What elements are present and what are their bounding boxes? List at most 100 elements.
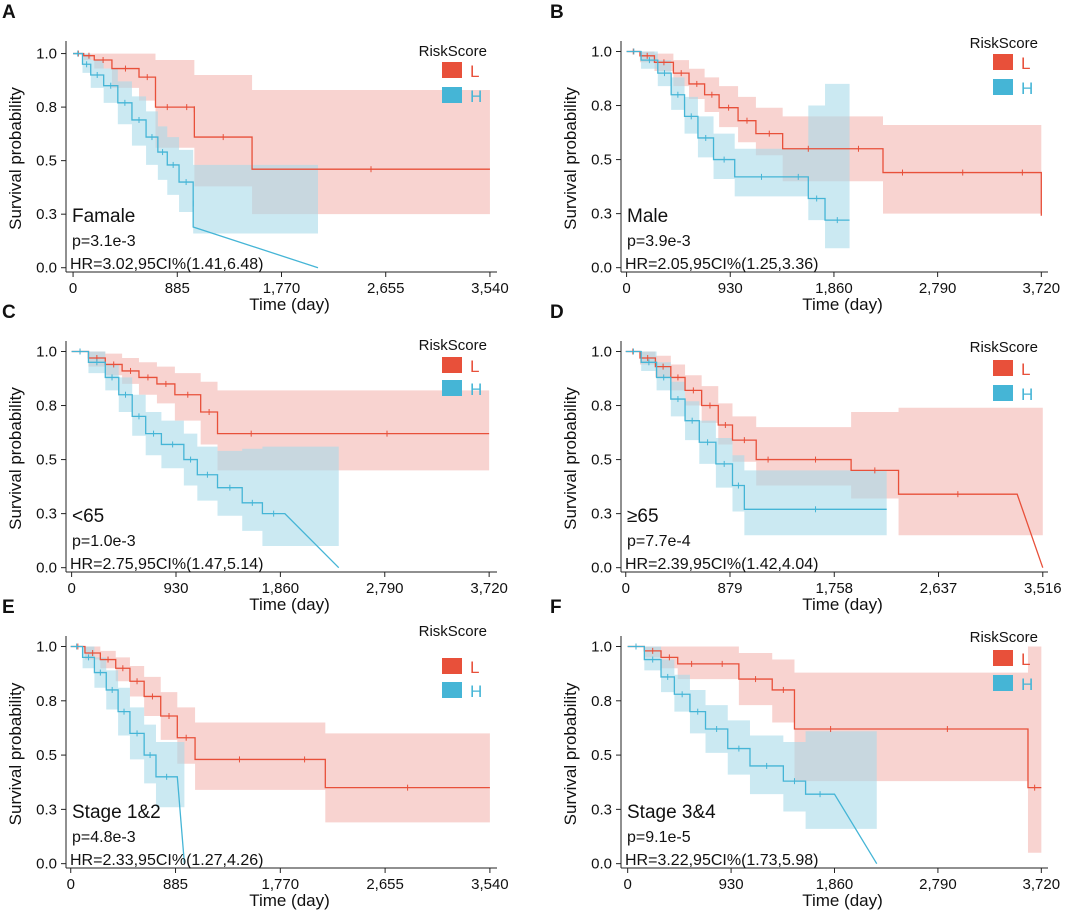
- subgroup-label: Stage 1&2: [72, 802, 161, 823]
- panel-D: 0 879 1,758 2,637 3,516 0.0 0.3 0.5 0.8 1.0 Time (…: [550, 302, 1062, 614]
- legend-label-L: L: [1021, 650, 1030, 669]
- y-axis-label: Survival probability: [6, 387, 25, 530]
- x-tick-label: 1,758: [815, 580, 853, 597]
- y-axis-label: Survival probability: [561, 387, 580, 530]
- subgroup-label: Famale: [72, 206, 135, 227]
- ci-band-L: [73, 53, 490, 215]
- x-tick-label: 0: [624, 876, 632, 893]
- y-axis-label: Survival probability: [6, 87, 25, 230]
- panel-letter: F: [550, 597, 562, 618]
- x-tick-label: 3,540: [471, 280, 509, 297]
- y-tick-label: 0.0: [591, 560, 612, 577]
- legend-swatch-L: [442, 658, 462, 674]
- y-tick-label: 0.8: [36, 99, 57, 116]
- legend-title: RiskScore: [419, 623, 487, 640]
- legend: RiskScore LH: [970, 339, 1038, 404]
- x-tick-label: 879: [717, 580, 742, 597]
- legend-label-L: L: [470, 62, 479, 81]
- survival-curve-L: [625, 350, 1044, 568]
- x-axis-label: Time (day): [249, 595, 330, 614]
- y-tick-label: 1.0: [36, 46, 57, 63]
- panel-B: 0 930 1,860 2,790 3,720 0.0 0.3 0.5 0.8 1.0 Time (…: [550, 2, 1060, 314]
- y-tick-label: 0.3: [36, 801, 57, 818]
- x-axis-label: Time (day): [249, 295, 330, 314]
- x-tick-label: 2,790: [366, 580, 404, 597]
- y-tick-label: 0.8: [36, 693, 57, 710]
- panel-A: 0 885 1,770 2,655 3,540 0.0 0.3 0.5 0.8 1.0 Time (…: [2, 2, 509, 314]
- hazard-ratio: HR=3.22,95CI%(1.73,5.98): [625, 852, 818, 869]
- y-tick-label: 0.5: [36, 153, 57, 170]
- ci-band-H: [626, 51, 850, 249]
- y-tick-label: 0.5: [591, 152, 612, 169]
- y-tick-label: 1.0: [36, 343, 57, 360]
- hazard-ratio: HR=2.39,95CI%(1.42,4.04): [625, 556, 818, 573]
- y-tick-label: 0.0: [36, 856, 57, 873]
- x-tick-label: 0: [622, 580, 630, 597]
- p-value: p=1.0e-3: [72, 533, 136, 550]
- panel-F: 0 930 1,860 2,790 3,720 0.0 0.3 0.5 0.8 1.0 Time (…: [550, 597, 1060, 910]
- x-tick-label: 1,770: [263, 280, 301, 297]
- legend: RiskScore LH: [970, 629, 1038, 694]
- hazard-ratio: HR=3.02,95CI%(1.41,6.48): [70, 256, 263, 273]
- x-axis-label: Time (day): [802, 891, 883, 910]
- legend-title: RiskScore: [419, 43, 487, 60]
- y-tick-label: 0.3: [36, 206, 57, 223]
- survival-curve-L: [70, 645, 490, 789]
- survival-curve-L: [71, 350, 490, 435]
- y-tick-label: 0.8: [591, 398, 612, 415]
- x-tick-label: 3,516: [1024, 580, 1062, 597]
- legend: RiskScore LH: [419, 623, 487, 701]
- panel-letter: D: [550, 302, 564, 323]
- x-tick-label: 885: [163, 876, 188, 893]
- x-tick-label: 2,655: [366, 876, 404, 893]
- survival-curve-L: [627, 645, 1042, 789]
- hazard-ratio: HR=2.05,95CI%(1.25,3.36): [625, 256, 818, 273]
- legend-swatch-H: [993, 79, 1013, 95]
- p-value: p=7.7e-4: [627, 533, 691, 550]
- y-tick-label: 0.0: [591, 260, 612, 277]
- x-tick-label: 885: [165, 280, 190, 297]
- legend-title: RiskScore: [970, 35, 1038, 52]
- x-tick-label: 3,540: [471, 876, 509, 893]
- x-tick-label: 0: [67, 876, 75, 893]
- legend-swatch-H: [993, 675, 1013, 691]
- panel-letter: B: [550, 2, 564, 23]
- x-tick-label: 1,860: [816, 876, 854, 893]
- legend-label-L: L: [470, 357, 479, 376]
- hazard-ratio: HR=2.75,95CI%(1.47,5.14): [70, 556, 263, 573]
- x-tick-label: 1,860: [815, 280, 853, 297]
- survival-curve-H: [70, 645, 186, 864]
- ci-band-H: [70, 646, 185, 864]
- panel-C: 0 930 1,860 2,790 3,720 0.0 0.3 0.5 0.8 1.0 Time (…: [2, 302, 508, 614]
- x-axis-label: Time (day): [249, 891, 330, 910]
- legend-swatch-H: [993, 385, 1013, 401]
- ci-band-L: [71, 351, 490, 471]
- panel-letter: C: [2, 302, 16, 323]
- legend-label-H: H: [1021, 385, 1033, 404]
- y-tick-label: 0.3: [591, 506, 612, 523]
- y-tick-label: 1.0: [591, 43, 612, 60]
- x-tick-label: 2,790: [919, 876, 957, 893]
- p-value: p=9.1e-5: [627, 829, 691, 846]
- legend-label-L: L: [1021, 360, 1030, 379]
- p-value: p=4.8e-3: [72, 829, 136, 846]
- ci-band-H: [73, 53, 319, 268]
- legend-swatch-L: [442, 62, 462, 78]
- legend-label-L: L: [470, 658, 479, 677]
- y-tick-label: 0.0: [36, 260, 57, 277]
- y-tick-label: 0.5: [36, 747, 57, 764]
- legend-label-H: H: [1021, 79, 1033, 98]
- panel-E: 0 885 1,770 2,655 3,540 0.0 0.3 0.5 0.8 1.0 Time (…: [2, 597, 509, 910]
- panel-letter: A: [2, 2, 16, 23]
- p-value: p=3.1e-3: [72, 233, 136, 250]
- y-tick-label: 0.8: [591, 693, 612, 710]
- legend: RiskScore LH: [970, 35, 1038, 98]
- legend-title: RiskScore: [970, 629, 1038, 646]
- y-tick-label: 0.5: [591, 747, 612, 764]
- x-tick-label: 2,790: [919, 280, 957, 297]
- legend-label-L: L: [1021, 54, 1030, 73]
- legend-label-H: H: [470, 380, 482, 399]
- y-tick-label: 1.0: [591, 639, 612, 656]
- p-value: p=3.9e-3: [627, 233, 691, 250]
- y-tick-label: 0.3: [591, 801, 612, 818]
